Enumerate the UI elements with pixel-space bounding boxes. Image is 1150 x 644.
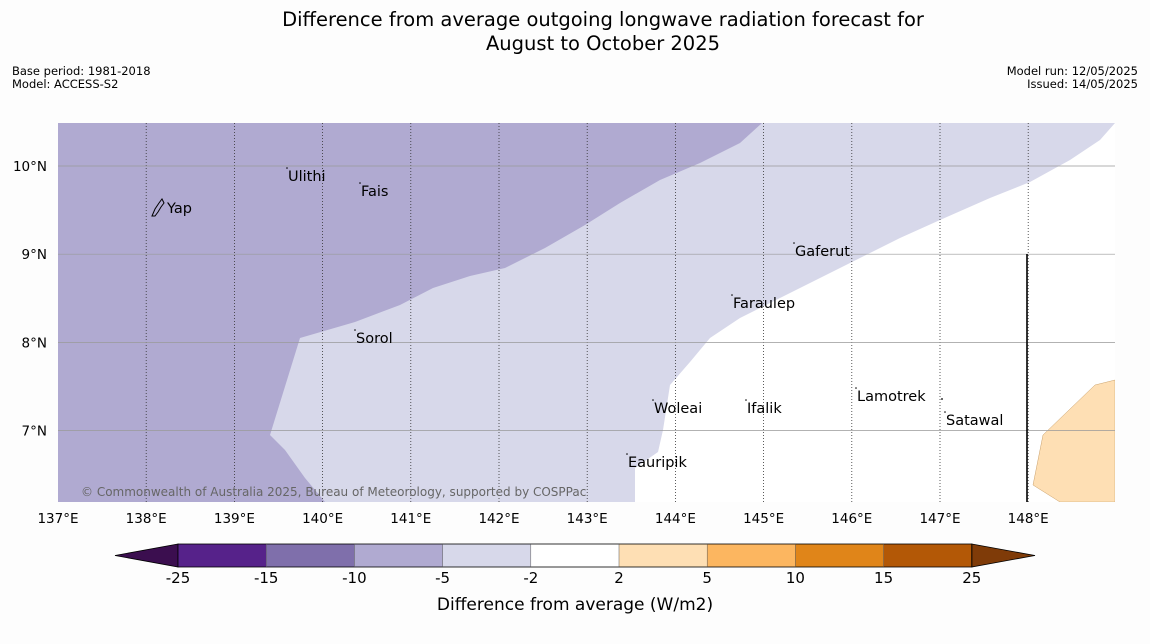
copyright-notice: © Commonwealth of Australia 2025, Bureau…: [81, 485, 586, 499]
lat-tick-label: 8°N: [22, 335, 47, 351]
colorbar-frame: [177, 543, 973, 568]
colorbar-extend-low: [114, 543, 179, 568]
island-dot: [626, 453, 628, 455]
place-label-woleai: Woleai: [654, 401, 702, 417]
island-dot: [941, 398, 943, 400]
colorbar-segment: [707, 544, 796, 567]
place-label-satawal: Satawal: [946, 413, 1003, 429]
lon-tick-label: 142°E: [478, 511, 519, 527]
lon-tick-label: 140°E: [302, 511, 343, 527]
island-dot: [944, 411, 946, 413]
place-label-lamotrek: Lamotrek: [857, 389, 926, 405]
colorbar-tick: 2: [614, 569, 624, 587]
lon-tick-label: 139°E: [214, 511, 255, 527]
lat-tick-label: 10°N: [13, 159, 47, 175]
run-info: Model run: 12/05/2025 Issued: 14/05/2025: [1007, 65, 1138, 91]
place-label-faraulep: Faraulep: [733, 296, 795, 312]
island-dot: [286, 167, 288, 169]
lon-tick-label: 145°E: [743, 511, 784, 527]
island-dot: [731, 294, 733, 296]
island-dot: [745, 399, 747, 401]
model-run: Model run: 12/05/2025: [1006, 64, 1138, 78]
title-line-2: August to October 2025: [485, 32, 721, 55]
colorbar-segment: [619, 544, 708, 567]
lon-tick-label: 138°E: [126, 511, 167, 527]
colorbar-tick: 10: [786, 569, 805, 587]
colorbar-tick: 15: [874, 569, 893, 587]
lon-tick-label: 141°E: [390, 511, 431, 527]
colorbar-tick: -5: [435, 569, 450, 587]
map-area: [58, 123, 1115, 502]
colorbar-segment: [178, 544, 267, 567]
latitude-tick-labels: 10°N 9°N 8°N 7°N: [13, 159, 47, 440]
colorbar-segment: [795, 544, 884, 567]
lon-tick-label: 143°E: [567, 511, 608, 527]
map-grid: [58, 123, 1115, 502]
colorbar-tick: -2: [523, 569, 538, 587]
band-2-5: [1032, 379, 1115, 502]
colorbar-tick-labels: -25 -15 -10 -5 -2 2 5 10 15 25: [166, 569, 982, 587]
model-name: Model: ACCESS-S2: [12, 77, 119, 91]
island-dot: [793, 242, 795, 244]
colorbar-tick: 5: [702, 569, 712, 587]
colorbar-segment: [530, 544, 619, 567]
colorbar-segment: [266, 544, 355, 567]
place-label-yap: Yap: [166, 201, 192, 217]
lon-tick-label: 148°E: [1008, 511, 1049, 527]
colorbar-segment: [883, 544, 972, 567]
lat-tick-label: 7°N: [22, 424, 47, 440]
colorbar-tick: 25: [962, 569, 981, 587]
colorbar-tick: -10: [342, 569, 367, 587]
place-label-sorol: Sorol: [356, 331, 393, 347]
colorbar-extend-high: [971, 543, 1036, 568]
place-label-gaferut: Gaferut: [795, 244, 850, 260]
colorbar-tick: -15: [254, 569, 279, 587]
band-minus10-minus5: [58, 123, 762, 502]
colorbar-label: Difference from average (W/m2): [437, 595, 713, 615]
lon-tick-label: 137°E: [37, 511, 78, 527]
yap-island-shape: [151, 198, 165, 217]
colorbar-segment: [442, 544, 531, 567]
island-dot: [652, 399, 654, 401]
place-label-ifalik: Ifalik: [747, 401, 782, 417]
colorbar-segment: [354, 544, 443, 567]
lon-tick-label: 144°E: [655, 511, 696, 527]
colorbar: [114, 543, 1036, 568]
lon-tick-label: 146°E: [831, 511, 872, 527]
island-dot: [359, 182, 361, 184]
base-info: Base period: 1981-2018 Model: ACCESS-S2: [12, 65, 151, 91]
chart-title: Difference from average outgoing longwav…: [0, 8, 1150, 56]
place-label-eauripik: Eauripik: [628, 455, 687, 471]
issued-date: Issued: 14/05/2025: [1027, 77, 1138, 91]
title-line-1: Difference from average outgoing longwav…: [282, 8, 924, 31]
colorbar-tick: -25: [166, 569, 191, 587]
place-label-ulithi: Ulithi: [288, 169, 326, 185]
lon-tick-label: 147°E: [919, 511, 960, 527]
place-label-fais: Fais: [361, 184, 388, 200]
place-labels: Yap Ulithi Fais Gaferut Faraulep Sorol Woleai I…: [166, 167, 1003, 471]
lat-tick-label: 9°N: [22, 247, 47, 263]
base-period: Base period: 1981-2018: [12, 64, 151, 78]
longitude-tick-labels: 137°E 138°E 139°E 140°E 141°E 142°E 143°E 144°E…: [37, 511, 1048, 527]
island-dot: [354, 329, 356, 331]
island-dot: [855, 387, 857, 389]
